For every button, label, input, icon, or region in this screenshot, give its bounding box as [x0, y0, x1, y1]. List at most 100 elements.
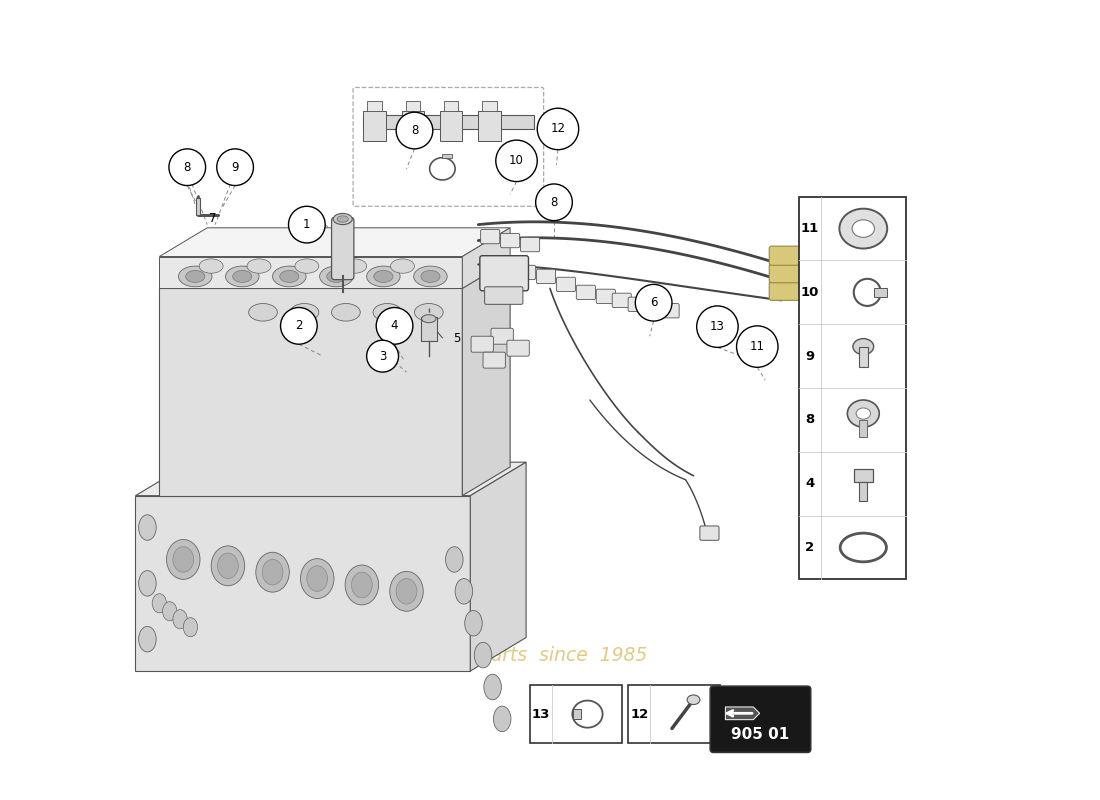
- FancyBboxPatch shape: [628, 297, 647, 311]
- Ellipse shape: [184, 618, 198, 637]
- Ellipse shape: [421, 270, 440, 282]
- Ellipse shape: [290, 303, 319, 321]
- Polygon shape: [462, 228, 510, 288]
- Ellipse shape: [415, 303, 443, 321]
- Bar: [854, 470, 873, 482]
- FancyBboxPatch shape: [485, 286, 522, 304]
- Ellipse shape: [331, 303, 361, 321]
- Ellipse shape: [139, 515, 156, 540]
- Polygon shape: [135, 462, 526, 496]
- Text: 10: 10: [509, 154, 524, 167]
- FancyBboxPatch shape: [480, 256, 528, 290]
- Ellipse shape: [139, 570, 156, 596]
- Circle shape: [536, 184, 572, 221]
- Circle shape: [537, 108, 579, 150]
- Ellipse shape: [273, 266, 306, 286]
- Ellipse shape: [839, 209, 888, 249]
- Text: 7: 7: [209, 212, 217, 225]
- Ellipse shape: [249, 303, 277, 321]
- FancyBboxPatch shape: [507, 340, 529, 356]
- Text: 5: 5: [453, 332, 460, 345]
- Circle shape: [496, 140, 537, 182]
- FancyBboxPatch shape: [500, 234, 519, 248]
- Ellipse shape: [279, 270, 299, 282]
- Ellipse shape: [307, 566, 328, 591]
- Ellipse shape: [295, 259, 319, 274]
- Polygon shape: [160, 228, 510, 257]
- Text: 8: 8: [184, 161, 191, 174]
- Text: 10: 10: [801, 286, 820, 299]
- Circle shape: [169, 149, 206, 186]
- Bar: [363, 110, 386, 141]
- Ellipse shape: [374, 270, 393, 282]
- Text: ELUSIVE
PARTS: ELUSIVE PARTS: [167, 398, 502, 530]
- Circle shape: [366, 340, 398, 372]
- FancyBboxPatch shape: [613, 293, 631, 307]
- FancyBboxPatch shape: [520, 238, 540, 252]
- Ellipse shape: [352, 572, 372, 598]
- FancyBboxPatch shape: [596, 289, 615, 303]
- Bar: [628, 686, 719, 743]
- Text: 8: 8: [805, 414, 814, 426]
- Ellipse shape: [139, 626, 156, 652]
- Bar: [444, 101, 459, 110]
- Ellipse shape: [852, 338, 873, 354]
- Bar: [478, 110, 500, 141]
- Bar: [196, 198, 200, 215]
- FancyBboxPatch shape: [576, 286, 595, 299]
- Bar: [421, 317, 437, 341]
- Ellipse shape: [166, 539, 200, 579]
- FancyBboxPatch shape: [537, 270, 556, 284]
- FancyBboxPatch shape: [645, 301, 663, 315]
- Ellipse shape: [152, 594, 166, 613]
- FancyBboxPatch shape: [517, 266, 536, 280]
- FancyBboxPatch shape: [483, 352, 505, 368]
- Text: 8: 8: [410, 124, 418, 137]
- Polygon shape: [135, 496, 471, 671]
- Ellipse shape: [211, 546, 244, 586]
- Ellipse shape: [226, 266, 258, 286]
- Polygon shape: [160, 288, 462, 496]
- Text: 11: 11: [750, 340, 764, 353]
- Bar: [859, 420, 867, 438]
- Bar: [799, 197, 906, 579]
- Text: 8: 8: [550, 196, 558, 209]
- FancyBboxPatch shape: [331, 218, 354, 280]
- Ellipse shape: [199, 259, 223, 274]
- Ellipse shape: [366, 266, 400, 286]
- FancyBboxPatch shape: [769, 246, 812, 266]
- Polygon shape: [471, 462, 526, 671]
- Circle shape: [737, 326, 778, 367]
- Circle shape: [636, 285, 672, 321]
- Circle shape: [376, 307, 412, 344]
- Ellipse shape: [389, 571, 424, 611]
- FancyBboxPatch shape: [491, 328, 514, 344]
- Ellipse shape: [421, 314, 436, 322]
- Ellipse shape: [248, 259, 271, 274]
- Bar: [859, 482, 867, 502]
- Bar: [406, 101, 420, 110]
- Ellipse shape: [256, 552, 289, 592]
- Bar: [573, 710, 581, 719]
- Ellipse shape: [218, 553, 239, 578]
- FancyBboxPatch shape: [700, 526, 719, 540]
- Text: 1: 1: [304, 218, 310, 231]
- Text: 13: 13: [532, 708, 550, 721]
- Ellipse shape: [345, 565, 378, 605]
- Polygon shape: [160, 257, 462, 288]
- Ellipse shape: [333, 214, 352, 225]
- Ellipse shape: [494, 706, 510, 732]
- Text: 12: 12: [550, 122, 565, 135]
- Ellipse shape: [688, 695, 700, 705]
- Circle shape: [217, 149, 253, 186]
- FancyBboxPatch shape: [769, 264, 812, 283]
- Ellipse shape: [343, 259, 366, 274]
- Ellipse shape: [233, 270, 252, 282]
- Ellipse shape: [262, 559, 283, 585]
- Ellipse shape: [186, 270, 205, 282]
- Ellipse shape: [337, 216, 349, 222]
- Text: 9: 9: [805, 350, 814, 362]
- Text: a part  for  parts  since  1985: a part for parts since 1985: [373, 646, 647, 665]
- Ellipse shape: [856, 408, 870, 419]
- Bar: [402, 110, 424, 141]
